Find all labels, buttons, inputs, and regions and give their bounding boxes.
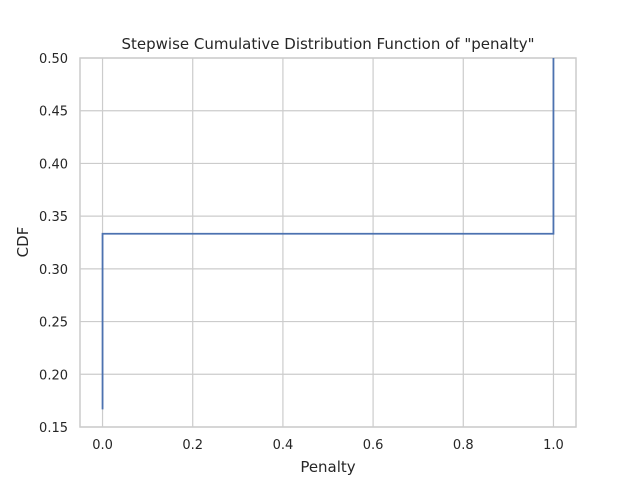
x-tick-label: 0.6 — [363, 438, 384, 453]
y-tick-label: 0.30 — [39, 263, 68, 278]
chart-title: Stepwise Cumulative Distribution Functio… — [121, 35, 534, 53]
cdf-step-line — [101, 58, 555, 410]
x-tick-label: 0.4 — [273, 438, 294, 453]
y-axis-label: CDF — [14, 227, 32, 258]
x-tick-label: 0.8 — [453, 438, 474, 453]
x-tick-label: 0.2 — [182, 438, 203, 453]
grid-lines — [80, 57, 576, 428]
x-tick-labels: 0.0 0.2 0.4 0.6 0.8 1.0 — [92, 438, 564, 453]
x-tick-label: 0.0 — [92, 438, 113, 453]
y-tick-label: 0.45 — [39, 105, 68, 120]
y-tick-labels: 0.15 0.20 0.25 0.30 0.35 0.40 0.45 0.50 — [39, 52, 68, 436]
y-tick-label: 0.15 — [39, 421, 68, 436]
x-tick-label: 1.0 — [543, 438, 564, 453]
y-tick-label: 0.20 — [39, 368, 68, 383]
y-tick-label: 0.25 — [39, 316, 68, 331]
x-axis-label: Penalty — [300, 458, 355, 476]
series-layer — [101, 58, 555, 410]
y-tick-label: 0.40 — [39, 157, 68, 172]
y-tick-label: 0.50 — [39, 52, 68, 67]
y-tick-label: 0.35 — [39, 210, 68, 225]
plot-frame — [79, 57, 577, 428]
